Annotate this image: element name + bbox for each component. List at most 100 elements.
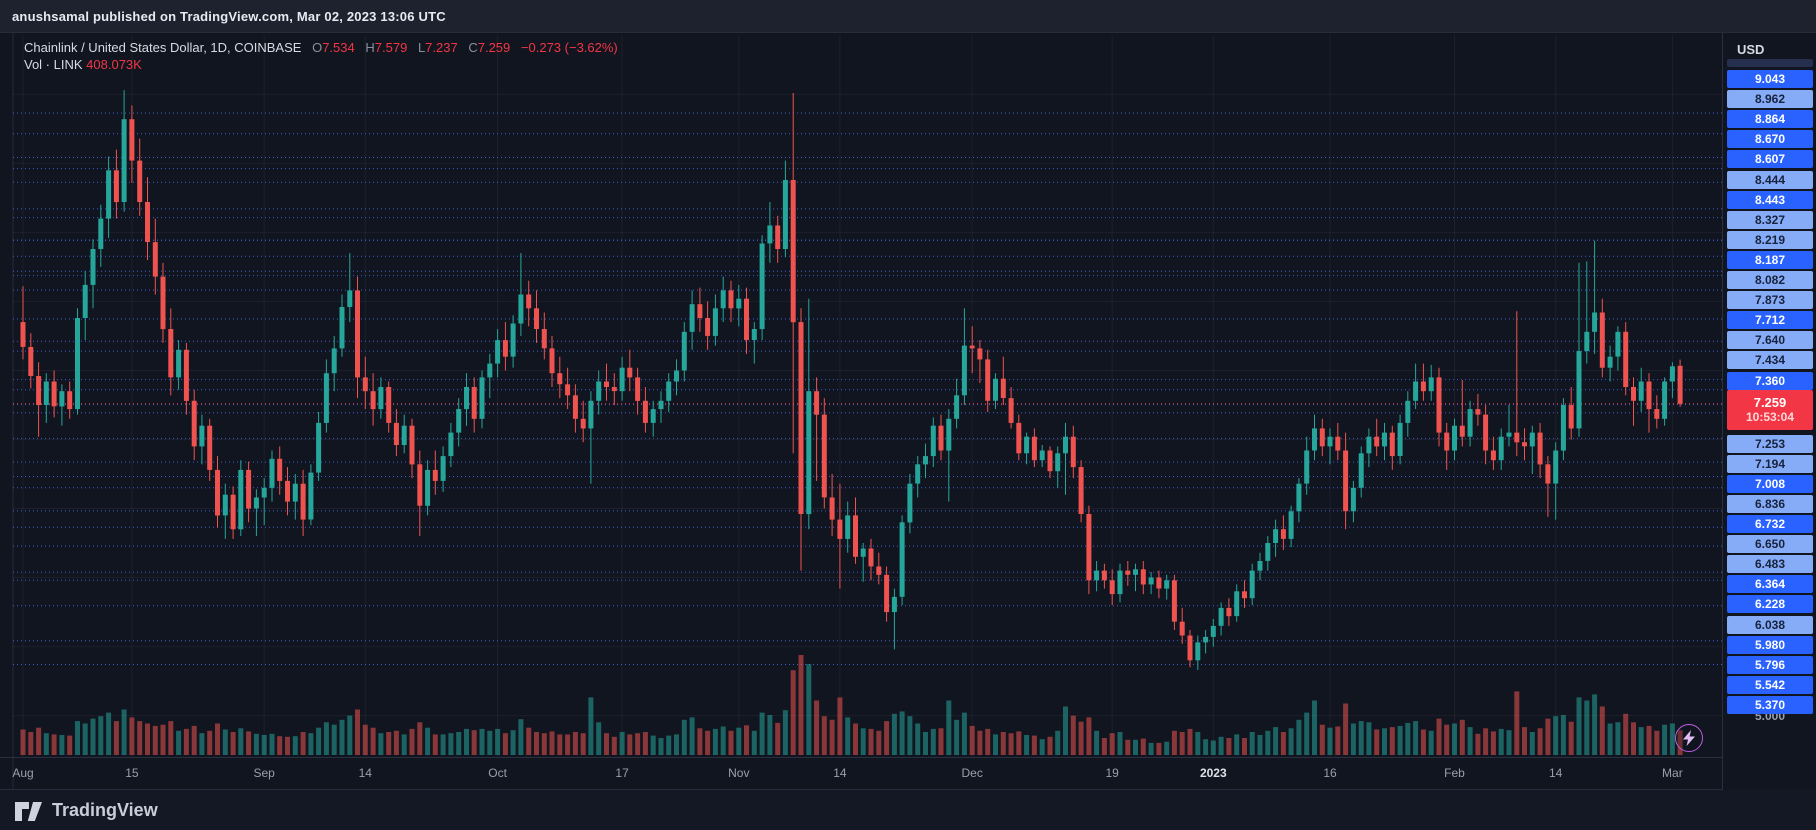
- candle[interactable]: [1335, 422, 1341, 461]
- candle[interactable]: [1117, 563, 1123, 603]
- candle[interactable]: [370, 373, 376, 426]
- candle[interactable]: [378, 377, 384, 419]
- candle[interactable]: [1389, 425, 1395, 470]
- candle[interactable]: [1070, 425, 1076, 479]
- candle[interactable]: [1140, 561, 1146, 595]
- candle[interactable]: [90, 239, 96, 309]
- candle[interactable]: [1576, 262, 1582, 437]
- candle[interactable]: [1436, 367, 1442, 447]
- symbol-title[interactable]: Chainlink / United States Dollar, 1D, CO…: [24, 40, 302, 55]
- candle[interactable]: [1529, 425, 1535, 474]
- candle[interactable]: [635, 367, 641, 415]
- candle[interactable]: [1171, 574, 1177, 630]
- candle[interactable]: [1584, 261, 1590, 364]
- candle[interactable]: [1475, 393, 1481, 426]
- candle[interactable]: [518, 253, 524, 336]
- candle[interactable]: [712, 294, 718, 346]
- candle[interactable]: [1677, 359, 1683, 407]
- candle[interactable]: [121, 90, 127, 212]
- candle[interactable]: [954, 378, 960, 429]
- candle[interactable]: [697, 287, 703, 332]
- candle[interactable]: [1514, 311, 1520, 457]
- candle[interactable]: [1296, 478, 1302, 523]
- candle[interactable]: [1327, 428, 1333, 465]
- candle[interactable]: [502, 322, 508, 371]
- candle[interactable]: [1382, 422, 1387, 461]
- candle[interactable]: [510, 315, 516, 368]
- candle[interactable]: [1413, 363, 1419, 410]
- candle[interactable]: [541, 312, 547, 360]
- candle[interactable]: [689, 290, 695, 350]
- candle[interactable]: [1452, 418, 1457, 461]
- candle[interactable]: [1125, 561, 1131, 586]
- candle[interactable]: [82, 271, 88, 341]
- candle[interactable]: [588, 391, 594, 484]
- candle[interactable]: [67, 381, 73, 419]
- candle[interactable]: [207, 418, 213, 481]
- candle[interactable]: [20, 286, 26, 360]
- price-axis[interactable]: USD 9.043 8.962 8.864 8.670 8.607 8.444 8.443 8…: [1722, 33, 1816, 790]
- candle[interactable]: [145, 177, 150, 260]
- candle[interactable]: [285, 467, 290, 516]
- boost-button[interactable]: [1675, 724, 1703, 752]
- candle[interactable]: [946, 409, 952, 502]
- candle[interactable]: [1304, 436, 1310, 495]
- candle[interactable]: [938, 414, 944, 461]
- candle[interactable]: [1016, 414, 1022, 461]
- candle[interactable]: [627, 349, 633, 392]
- candle[interactable]: [1607, 345, 1613, 382]
- candle[interactable]: [1078, 460, 1084, 523]
- candle[interactable]: [1187, 630, 1193, 668]
- candle[interactable]: [720, 276, 726, 323]
- candle[interactable]: [448, 422, 454, 468]
- candle[interactable]: [1047, 446, 1053, 479]
- candle[interactable]: [868, 538, 874, 581]
- candle[interactable]: [1148, 572, 1154, 595]
- candle[interactable]: [36, 362, 42, 437]
- candle[interactable]: [736, 284, 742, 327]
- candle[interactable]: [432, 450, 438, 495]
- tradingview-wordmark[interactable]: TradingView: [52, 799, 158, 820]
- candle[interactable]: [1397, 414, 1403, 465]
- candle[interactable]: [1350, 480, 1356, 523]
- candle[interactable]: [1599, 298, 1605, 378]
- candle[interactable]: [1280, 515, 1286, 550]
- candle[interactable]: [98, 204, 104, 267]
- candle[interactable]: [401, 414, 407, 454]
- candle[interactable]: [1063, 422, 1068, 495]
- candle[interactable]: [308, 464, 314, 526]
- candle[interactable]: [1024, 432, 1030, 465]
- candle[interactable]: [113, 149, 119, 219]
- candle[interactable]: [246, 461, 252, 523]
- candle[interactable]: [495, 329, 501, 378]
- candle[interactable]: [409, 418, 415, 479]
- candle[interactable]: [829, 474, 835, 537]
- candle[interactable]: [1646, 373, 1652, 433]
- candle[interactable]: [572, 384, 578, 433]
- candle[interactable]: [1553, 442, 1559, 520]
- candle[interactable]: [985, 349, 991, 412]
- candle[interactable]: [1506, 405, 1512, 447]
- candle[interactable]: [1179, 607, 1185, 644]
- candle[interactable]: [59, 384, 65, 426]
- candle[interactable]: [705, 301, 711, 350]
- candle[interactable]: [681, 322, 687, 382]
- candle[interactable]: [604, 363, 609, 401]
- candle[interactable]: [891, 588, 897, 650]
- candle[interactable]: [759, 235, 765, 341]
- candle[interactable]: [253, 489, 259, 537]
- candle[interactable]: [1467, 400, 1473, 447]
- candle[interactable]: [642, 387, 648, 433]
- candle[interactable]: [767, 202, 773, 263]
- candle[interactable]: [619, 356, 625, 401]
- candle[interactable]: [386, 381, 392, 433]
- candle[interactable]: [1498, 428, 1504, 470]
- candle[interactable]: [907, 474, 913, 534]
- candle[interactable]: [1101, 563, 1107, 589]
- candle[interactable]: [1242, 580, 1247, 608]
- candle[interactable]: [930, 417, 936, 468]
- candle[interactable]: [1265, 536, 1271, 571]
- candle[interactable]: [1094, 561, 1100, 592]
- candle[interactable]: [751, 322, 757, 364]
- candle[interactable]: [611, 373, 617, 405]
